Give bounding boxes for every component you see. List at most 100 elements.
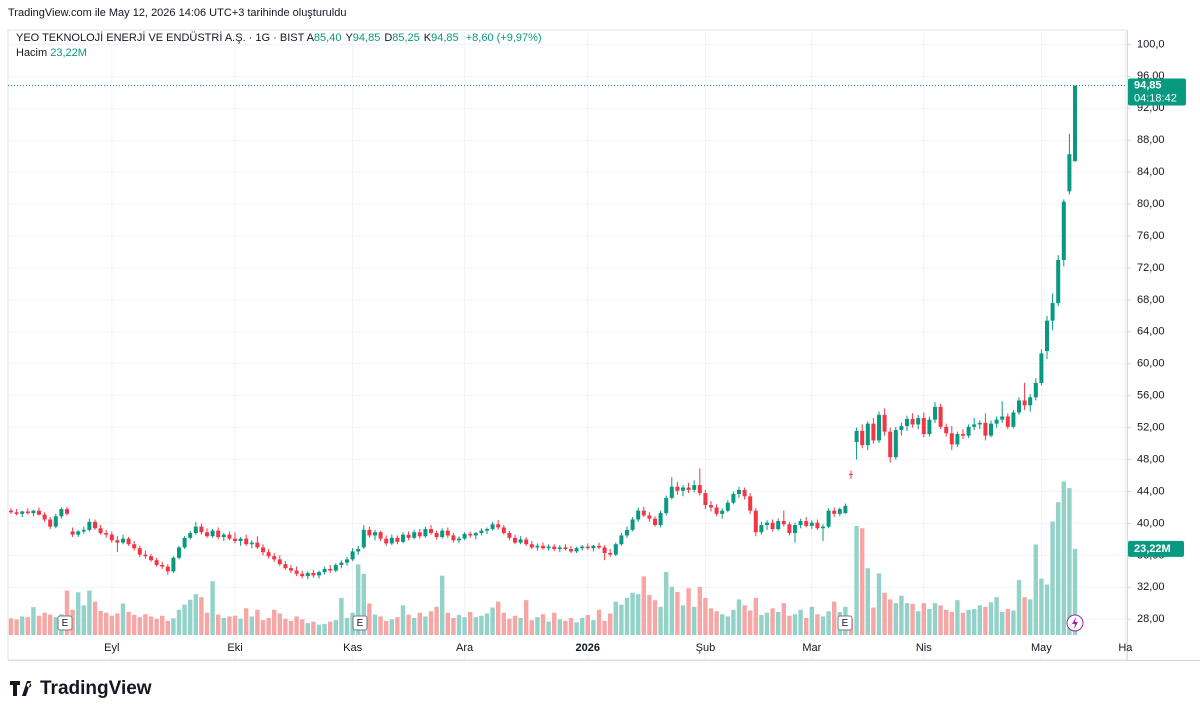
volume-bar: [731, 609, 736, 635]
volume-bar: [518, 617, 523, 635]
candle-body: [798, 521, 803, 526]
volume-bar: [652, 600, 658, 635]
volume-bar: [865, 568, 870, 635]
candle-body: [434, 533, 439, 538]
volume-bar: [882, 592, 887, 635]
volume-bar: [641, 576, 646, 635]
candle-body: [367, 529, 372, 536]
candle-body: [20, 511, 25, 514]
volume-bar: [764, 612, 770, 635]
volume-bar: [966, 609, 971, 635]
candle-body: [457, 538, 461, 541]
candle-body: [210, 530, 215, 537]
volume-bar: [8, 618, 14, 635]
volume-bar: [479, 615, 484, 635]
ohlc-key: K: [423, 32, 432, 44]
candle-body: [535, 545, 540, 548]
candle-body: [14, 512, 19, 514]
candle-body: [681, 487, 685, 491]
candle-body: [479, 530, 484, 534]
volume-bar: [389, 619, 394, 635]
candle-body: [501, 527, 506, 534]
volume-bar: [977, 605, 982, 635]
volume-bar: [395, 617, 400, 635]
candle-body: [193, 526, 198, 534]
candle-body: [132, 544, 137, 549]
candle-body: [311, 572, 316, 576]
volume-bar: [199, 597, 204, 635]
volume-legend: Hacim 23,22M: [16, 47, 87, 59]
candle-body: [686, 487, 691, 490]
volume-bar: [137, 617, 142, 635]
candle-body: [591, 545, 596, 549]
y-tick-label: 56,00: [1137, 390, 1165, 402]
volume-bar: [636, 594, 641, 635]
x-tick-label: Eyl: [104, 642, 119, 654]
candle-body: [731, 493, 736, 503]
x-tick-label: 2026: [576, 642, 600, 654]
earnings-box: [352, 615, 368, 631]
volume-bar: [468, 612, 473, 635]
candle-body: [490, 524, 495, 530]
candle-body: [221, 534, 226, 538]
candle-body: [1033, 382, 1038, 398]
candle-body: [277, 559, 282, 565]
volume-bar: [484, 613, 490, 635]
volume-bar: [910, 603, 915, 635]
volume-bar: [490, 607, 495, 635]
candle-body: [821, 526, 825, 529]
y-tick-label: 40,00: [1137, 517, 1165, 529]
y-tick-label: 28,00: [1137, 613, 1165, 625]
candle-body: [109, 534, 114, 541]
volume-bar: [798, 609, 803, 635]
candle-body: [893, 430, 898, 458]
candle-body: [563, 547, 568, 550]
candle-body: [373, 532, 377, 536]
candle-body: [440, 530, 445, 538]
candle-body: [171, 557, 176, 572]
candle-body: [994, 419, 999, 424]
y-tick-label: 44,00: [1137, 485, 1165, 497]
volume-bar: [781, 603, 786, 635]
candle-body: [882, 414, 887, 432]
candle-body: [854, 430, 859, 443]
volume-bar: [20, 616, 25, 635]
ohlc-key: Y: [345, 32, 353, 44]
volume-bar: [372, 614, 378, 635]
candle-body: [378, 532, 383, 539]
volume-bar: [176, 609, 182, 635]
volume-bar: [406, 614, 411, 635]
volume-bar: [568, 617, 574, 635]
candle-body: [227, 534, 232, 539]
candle-body: [37, 510, 41, 515]
y-tick-label: 52,00: [1137, 422, 1165, 434]
brand: TradingView: [40, 678, 152, 699]
volume-bar: [1011, 610, 1016, 635]
candle-body: [574, 548, 579, 552]
candle-body: [513, 537, 517, 543]
candle-body: [154, 560, 159, 565]
volume-bar: [344, 617, 350, 635]
event-bolt: [1072, 617, 1078, 629]
volume-bar: [221, 617, 226, 635]
candle-body: [832, 510, 837, 514]
volume-bar: [602, 620, 607, 635]
candle-body: [412, 532, 417, 538]
y-tick-label: 48,00: [1137, 453, 1165, 465]
candle-body: [546, 546, 551, 549]
volume-bar: [949, 612, 954, 635]
volume-bar: [608, 613, 613, 635]
y-tick-label: 72,00: [1137, 262, 1165, 274]
frame: [7, 29, 1128, 661]
volume-bar: [316, 624, 322, 635]
candle-body: [289, 568, 293, 571]
candle-body: [31, 510, 36, 514]
candle-body: [692, 485, 697, 490]
y-tick-label: 100,0: [1137, 38, 1165, 50]
volume-bar: [76, 592, 81, 635]
volume-bar: [759, 614, 764, 635]
axes: 28,0032,0036,0040,0044,0048,0052,0056,00…: [8, 38, 1186, 654]
volume-bar: [753, 597, 758, 635]
volume-bar: [1039, 578, 1044, 635]
volume-bar: [1067, 488, 1072, 635]
